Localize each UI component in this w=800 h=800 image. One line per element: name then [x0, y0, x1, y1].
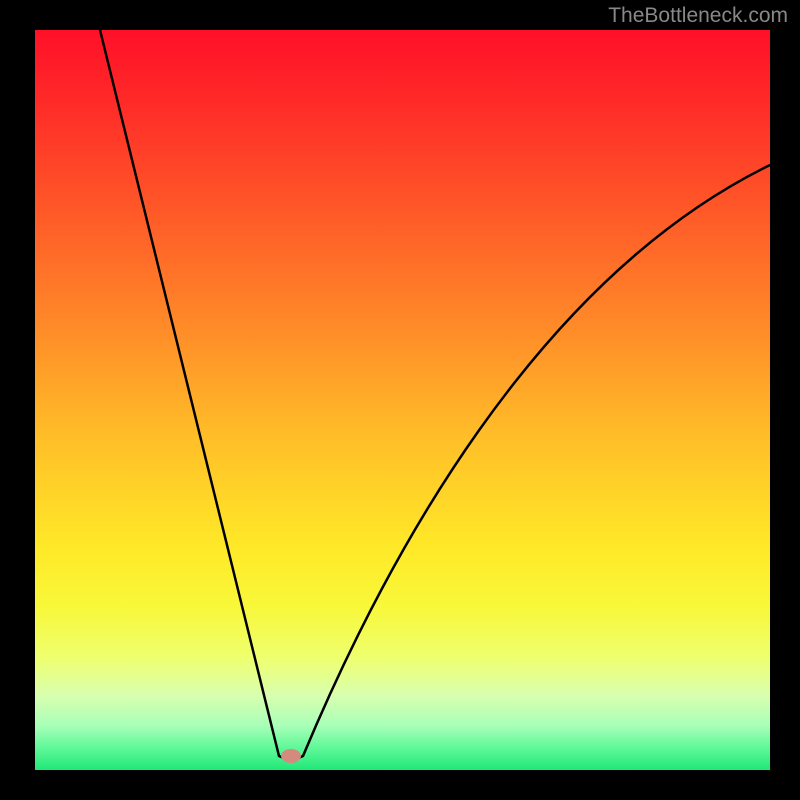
chart-container: TheBottleneck.com	[0, 0, 800, 800]
curve-svg	[35, 30, 770, 770]
watermark-text: TheBottleneck.com	[608, 4, 788, 28]
bottleneck-curve	[100, 30, 770, 759]
optimum-marker	[281, 749, 301, 763]
plot-area	[35, 30, 770, 770]
